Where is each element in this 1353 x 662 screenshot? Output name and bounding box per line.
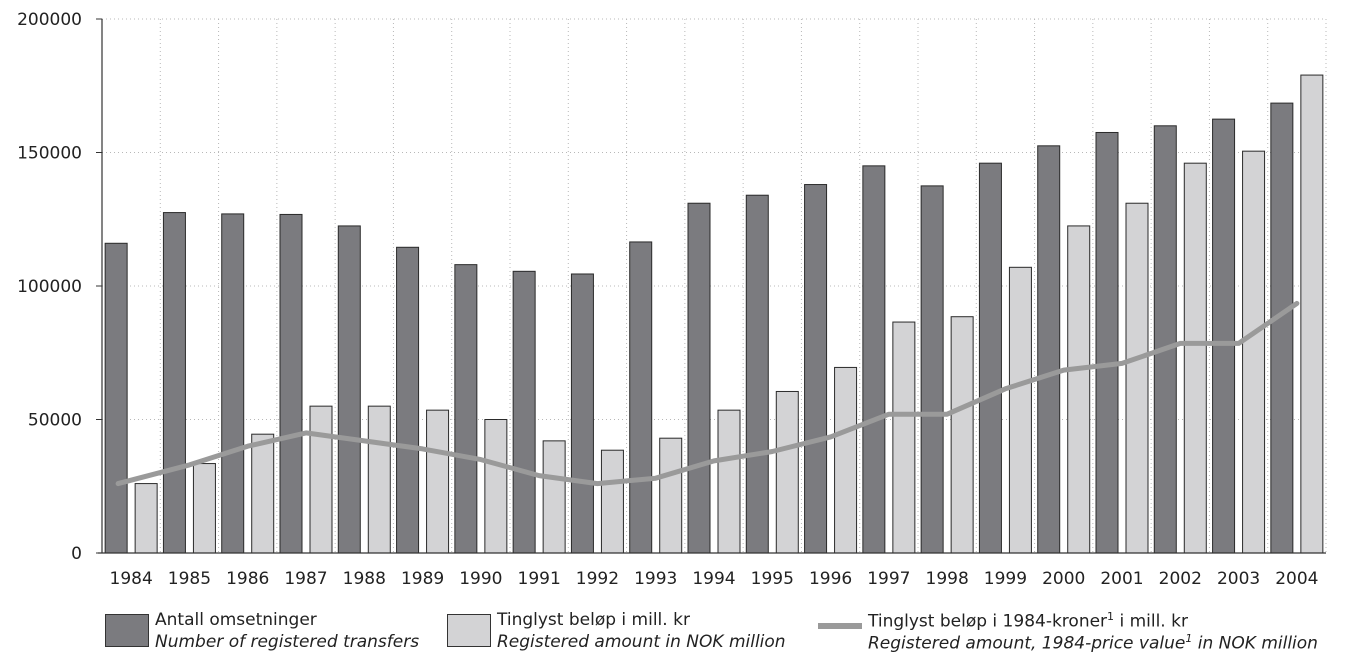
bars <box>104 74 1324 554</box>
bar-transfers <box>745 194 769 554</box>
bar-transfers <box>162 212 186 554</box>
y-tick-label: 100000 <box>17 277 82 297</box>
bar-transfers <box>629 241 653 554</box>
bar-transfers <box>454 264 478 554</box>
bar-transfers <box>570 273 594 554</box>
bar-transfers <box>1270 102 1294 554</box>
y-tick-label: 0 <box>71 544 82 564</box>
bar-transfers <box>804 184 828 554</box>
bar-amount <box>1008 266 1032 554</box>
bar-amount <box>426 409 450 554</box>
x-tick-label: 1986 <box>226 569 269 589</box>
x-tick-label: 1990 <box>459 569 502 589</box>
legend-label: Tinglyst beløp i 1984-kroner1 i mill. kr <box>868 610 1188 632</box>
x-tick-label: 1991 <box>518 569 561 589</box>
bar-amount <box>1183 162 1207 554</box>
bar-transfers <box>104 242 128 554</box>
legend-label-en: Registered amount, 1984-price value1 in … <box>868 632 1318 654</box>
bar-transfers <box>1212 118 1236 554</box>
legend-line-swatch <box>818 623 862 629</box>
x-tick-label: 1997 <box>867 569 910 589</box>
bar-transfers <box>978 162 1002 554</box>
x-tick-label: 1985 <box>168 569 211 589</box>
bar-transfers <box>1037 145 1061 554</box>
bar-amount <box>542 440 566 554</box>
bar-amount <box>659 437 683 554</box>
x-tick-label: 1992 <box>576 569 619 589</box>
bar-amount <box>134 483 158 554</box>
x-tick-label: 1988 <box>343 569 386 589</box>
legend-label: Tinglyst beløp i mill. kr <box>497 610 690 630</box>
x-tick-label: 1987 <box>284 569 327 589</box>
y-tick-label: 150000 <box>17 144 82 164</box>
legend-label-en: Number of registered transfers <box>155 632 420 652</box>
line-series <box>115 300 1300 487</box>
bar-amount <box>1125 202 1149 554</box>
bar-transfers <box>221 213 245 554</box>
bar-transfers <box>1095 131 1119 554</box>
bar-transfers <box>512 270 536 554</box>
bar-amount <box>367 405 391 554</box>
x-tick-label: 2003 <box>1217 569 1260 589</box>
x-tick-label: 2001 <box>1100 569 1143 589</box>
x-tick-label: 1998 <box>926 569 969 589</box>
bar-transfers <box>687 202 711 554</box>
price-adjusted-line <box>115 300 1300 487</box>
legend-label: Antall omsetninger <box>155 610 317 630</box>
y-tick-label: 50000 <box>28 411 82 431</box>
x-tick-label: 1995 <box>751 569 794 589</box>
bar-transfers <box>1153 125 1177 554</box>
bar-transfers <box>337 225 361 554</box>
bar-transfers <box>396 246 420 554</box>
bar-amount <box>1242 150 1266 554</box>
x-tick-label: 2002 <box>1159 569 1202 589</box>
bar-amount <box>950 316 974 554</box>
legend-swatch-transfers <box>105 614 149 647</box>
x-tick-label: 1996 <box>809 569 852 589</box>
bar-transfers <box>862 165 886 554</box>
x-tick-label: 1993 <box>634 569 677 589</box>
bar-amount <box>775 390 799 554</box>
y-tick-labels: 0 50000 100000 150000 200000 <box>17 10 82 564</box>
bar-amount <box>600 449 624 554</box>
x-tick-label: 2000 <box>1042 569 1085 589</box>
bar-amount <box>484 419 508 554</box>
x-tick-label: 2004 <box>1275 569 1318 589</box>
y-tick-label: 200000 <box>17 10 82 30</box>
bar-transfers <box>279 213 303 554</box>
x-tick-label: 1984 <box>110 569 153 589</box>
bar-amount <box>834 366 858 554</box>
x-tick-label: 1994 <box>692 569 735 589</box>
bar-amount <box>251 433 275 554</box>
bar-amount <box>1067 225 1091 554</box>
x-tick-label: 1999 <box>984 569 1027 589</box>
bar-amount <box>192 463 216 554</box>
legend-label-en: Registered amount in NOK million <box>497 632 786 652</box>
bar-amount <box>309 405 333 554</box>
axes <box>96 18 1326 554</box>
bar-transfers <box>920 185 944 554</box>
gridlines <box>101 18 1327 553</box>
legend-swatch-amount <box>447 614 491 647</box>
x-tick-label: 1989 <box>401 569 444 589</box>
bar-amount <box>1300 74 1324 554</box>
bar-amount <box>717 409 741 554</box>
bar-amount <box>892 321 916 554</box>
x-tick-labels: 1984 1985 1986 1987 1988 1989 1990 1991 1992 1993… <box>110 569 1319 589</box>
